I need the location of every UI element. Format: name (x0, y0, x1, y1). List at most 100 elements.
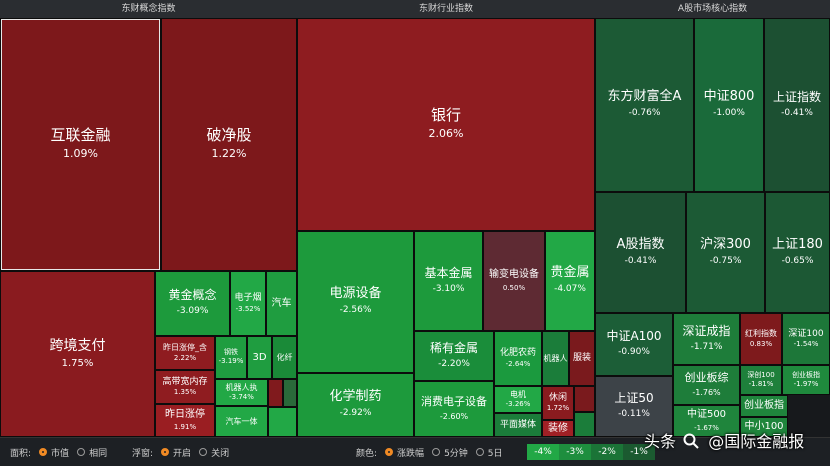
tile-name: 输变电设备 (489, 269, 539, 281)
tile-dongfang[interactable]: 东方财富全A -0.76% (595, 18, 694, 192)
tile-name: 互联金融 (50, 126, 111, 145)
tile-agu[interactable]: A股指数 -0.41% (595, 192, 686, 313)
core-index-header: A股市场核心指数 (595, 0, 830, 18)
float-control: 浮窗: 开启 关闭 (132, 438, 229, 466)
tile-qiche[interactable]: 汽车 (266, 271, 297, 336)
tile-name: 机器人执 (225, 382, 258, 392)
watermark-brand: 头条 (644, 432, 677, 451)
tile-name: 机器人 (543, 353, 568, 363)
tile-jiben[interactable]: 基本金属 -3.10% (414, 231, 483, 331)
tile-jiqiren[interactable]: 机器人 (542, 331, 569, 386)
tile-name: 钢铁 (224, 348, 238, 357)
float-off-radio[interactable] (199, 448, 208, 456)
area-market-cap-label[interactable]: 市值 (51, 448, 70, 459)
color-5min-radio[interactable] (432, 448, 441, 456)
tile-sz50[interactable]: 上证50 -0.11% (595, 376, 673, 437)
tile-szcz[interactable]: 深证成指 -1.71% (673, 313, 740, 365)
tile-name: 银行 (430, 106, 461, 125)
tile-name: 汽车 (271, 297, 292, 309)
tile-dianziyan[interactable]: 电子烟 -3.52% (230, 271, 266, 336)
float-on-radio[interactable] (161, 448, 170, 456)
tile-change: 1.91% (173, 423, 197, 432)
tile-jiqirenz[interactable]: 机器人执 -3.74% (215, 379, 268, 406)
tile-sc100[interactable]: 深创100 -1.81% (740, 365, 782, 395)
tile-hs300[interactable]: 沪深300 -0.75% (686, 192, 765, 313)
tile-sand[interactable]: 3D (247, 336, 272, 379)
tile-huangjin[interactable]: 黄金概念 -3.09% (155, 271, 230, 336)
tile-shubian[interactable]: 输变电设备 0.50% (483, 231, 545, 331)
float-on-label[interactable]: 开启 (173, 448, 192, 459)
tile-huafei[interactable]: 化肥农药 -2.64% (494, 331, 542, 386)
tile-change: -3.26% (505, 400, 531, 409)
tile-name: 黄金概念 (168, 288, 217, 303)
tile-change: -0.76% (628, 108, 661, 119)
area-equal-radio[interactable] (77, 448, 86, 456)
area-equal-label[interactable]: 相同 (89, 448, 108, 459)
tile-sz100[interactable]: 深证100 -1.54% (782, 313, 830, 365)
tile-hongli[interactable]: 红利指数 0.83% (740, 313, 782, 365)
tile-huaxue[interactable]: 化学制药 -2.92% (297, 373, 414, 437)
tile-zza100[interactable]: 中证A100 -0.90% (595, 313, 673, 376)
tile-gangtie[interactable]: 钢铁 -3.19% (215, 336, 247, 379)
tile-name: 汽车一体 (225, 416, 258, 426)
tile-zuori1[interactable]: 昨日涨停_含 2.22% (155, 336, 215, 370)
tile-name: 昨日涨停 (165, 408, 205, 420)
tile-cyb[interactable]: 创业板综 -1.76% (673, 365, 740, 405)
tile-zhuangxiu[interactable]: 装修 (542, 420, 574, 437)
tile-guijin[interactable]: 贵金属 -4.07% (545, 231, 595, 331)
tile-name: 化纤 (276, 352, 293, 362)
color-5day-radio[interactable] (475, 448, 484, 456)
tile-hulian[interactable]: 互联金融 1.09% (0, 18, 161, 271)
tile-sz180[interactable]: 上证180 -0.65% (765, 192, 830, 313)
color-control: 颜色: 涨跌幅 5分钟 5日 (356, 438, 503, 466)
tile-xiaofei[interactable]: 消费电子设备 -2.60% (414, 381, 494, 437)
tile-qiche1[interactable]: 汽车一体 (215, 406, 268, 437)
tile-change: -3.19% (218, 357, 244, 366)
color-5day-label[interactable]: 5日 (487, 448, 503, 459)
tile-change: -0.11% (618, 409, 650, 420)
tile-minir[interactable] (574, 386, 595, 412)
tile-dianyuan[interactable]: 电源设备 -2.56% (297, 231, 414, 373)
tile-mini2[interactable] (283, 379, 297, 407)
tile-szzs[interactable]: 上证指数 -0.41% (764, 18, 830, 192)
bottom-control-bar: 面积: 市值 相同 浮窗: 开启 关闭 颜色: 涨跌幅 5分钟 5日 -4% -… (0, 437, 830, 466)
float-off-label[interactable]: 关闭 (211, 448, 230, 459)
tile-fuzhuang[interactable]: 服装 (569, 331, 595, 386)
tile-huaxian[interactable]: 化纤 (272, 336, 297, 379)
tile-mini3[interactable] (268, 407, 297, 437)
tile-kuajing[interactable]: 跨境支付 1.75% (0, 271, 155, 437)
tile-pojing[interactable]: 破净股 1.22% (161, 18, 297, 271)
tile-change: 1.09% (63, 147, 98, 161)
tile-name: 深证成指 (682, 323, 731, 338)
tile-change: -0.75% (709, 255, 742, 266)
tile-name: 深创100 (747, 370, 775, 379)
tile-name: 破净股 (206, 126, 252, 145)
tile-cybz2[interactable]: 创业板指 (740, 395, 788, 417)
tile-cybzs[interactable]: 创业板指 -1.97% (782, 365, 830, 395)
area-market-cap-radio[interactable] (39, 448, 48, 456)
tile-minig[interactable] (574, 412, 595, 437)
area-label: 面积: (10, 448, 32, 459)
tile-pingmian[interactable]: 平面媒体 (494, 413, 542, 437)
tile-change: -3.74% (229, 393, 254, 402)
tile-xiuxian[interactable]: 休闲 1.72% (542, 386, 574, 420)
tile-name: 电机 (510, 389, 526, 399)
tile-zx100[interactable]: 中小100 (740, 417, 788, 437)
tile-name: 上证指数 (772, 89, 821, 104)
tile-dianji[interactable]: 电机 -3.26% (494, 386, 542, 413)
tile-zz800[interactable]: 中证800 -1.00% (694, 18, 764, 192)
tile-mini1[interactable] (268, 379, 283, 407)
tile-yinhang[interactable]: 银行 2.06% (297, 18, 595, 231)
color-change-radio[interactable] (385, 448, 394, 456)
tile-zuori2[interactable]: 昨日涨停 1.91% (155, 404, 215, 437)
tile-zz500[interactable]: 中证500 -1.67% (673, 405, 740, 437)
color-5min-label[interactable]: 5分钟 (444, 448, 468, 459)
tile-name: 化学制药 (329, 389, 382, 405)
tile-name: 东方财富全A (607, 89, 682, 105)
tile-xitu[interactable]: 稀有金属 -2.20% (414, 331, 494, 381)
tile-change: -1.00% (713, 108, 745, 119)
tile-name: 贵金属 (550, 265, 590, 281)
watermark-account: @国际金融报 (708, 432, 805, 451)
color-change-label[interactable]: 涨跌幅 (397, 448, 425, 459)
tile-gaoduan[interactable]: 高带宽内存 1.35% (155, 370, 215, 404)
